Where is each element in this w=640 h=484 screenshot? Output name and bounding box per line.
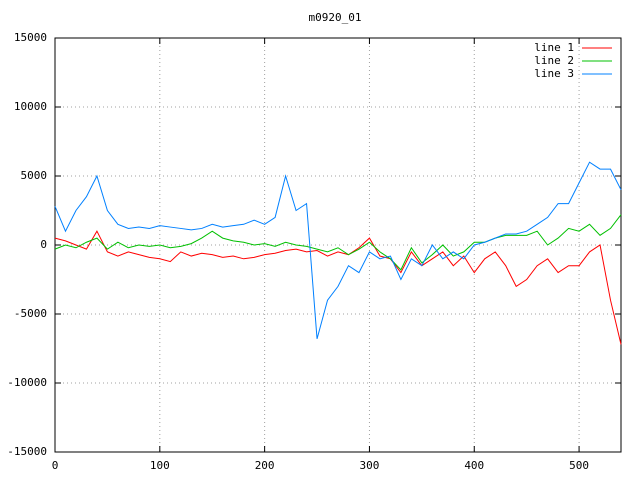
y-tick-label: 5000 (21, 169, 48, 182)
legend-label: line 2 (534, 54, 574, 67)
y-tick-label: -15000 (7, 445, 47, 458)
x-tick-label: 200 (255, 459, 275, 472)
x-tick-label: 400 (464, 459, 484, 472)
series-line (54, 214, 622, 271)
plot-frame (54, 37, 622, 453)
series-line (54, 230, 622, 345)
x-tick-label: 0 (52, 459, 59, 472)
x-tick-label: 500 (569, 459, 589, 472)
legend-label: line 3 (534, 67, 574, 80)
y-tick-label: 0 (40, 238, 47, 251)
y-tick-label: 10000 (14, 100, 47, 113)
y-tick-label: -10000 (7, 376, 47, 389)
x-tick-label: 100 (150, 459, 170, 472)
series-line (54, 161, 622, 339)
y-tick-label: 15000 (14, 31, 47, 44)
chart-title: m0920_01 (309, 11, 362, 24)
legend-label: line 1 (534, 41, 574, 54)
y-tick-label: -5000 (14, 307, 47, 320)
x-tick-label: 300 (360, 459, 380, 472)
